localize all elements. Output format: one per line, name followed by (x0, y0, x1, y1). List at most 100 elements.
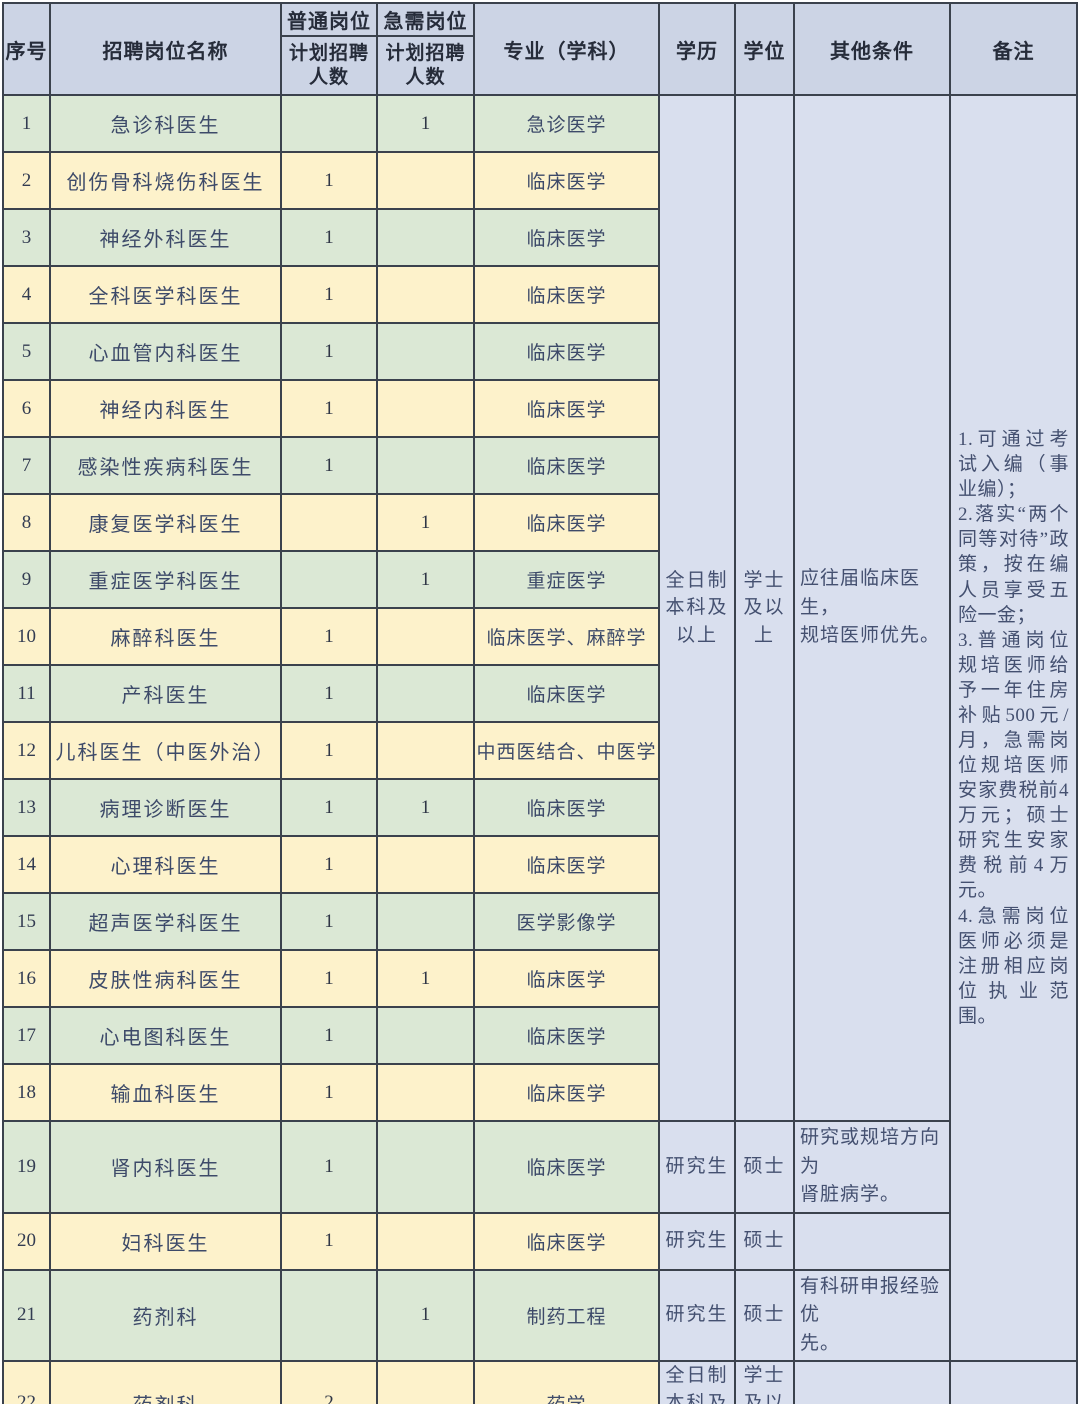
header-regular-group: 普通岗位 (280, 2, 378, 37)
cell-position-name: 神经外科医生 (49, 208, 282, 267)
cell-urgent-count (376, 835, 475, 894)
cell-urgent-count (376, 664, 475, 723)
cell-major: 临床医学 (473, 664, 660, 723)
cell-position-name: 重症医学科医生 (49, 550, 282, 609)
table-header: 序号 招聘岗位名称 普通岗位 急需岗位 专业（学科） 学历 学位 其他条件 备注… (2, 2, 1078, 96)
table-row: 12 儿科医生（中医外治） 1 中西医结合、中医学 (2, 721, 1077, 780)
table-body: 1 急诊科医生 1 急诊医学 全日制 本科及 以上 学士 及以 上应往届临床医生， 规培医… (2, 94, 1078, 1404)
cell-education: 研究生 (658, 1120, 736, 1214)
cell-seq: 3 (2, 208, 51, 267)
table-row: 2 创伤骨科烧伤科医生 1 临床医学 (2, 151, 1077, 210)
header-seq: 序号 (2, 2, 51, 96)
table-row: 14 心理科医生 1 临床医学 (2, 835, 1077, 894)
cell-major: 临床医学、麻醉学 (473, 607, 660, 666)
cell-major: 临床医学 (473, 265, 660, 324)
table-row: 10 麻醉科医生 1 临床医学、麻醉学 (2, 607, 1077, 666)
cell-major: 临床医学 (473, 1063, 660, 1122)
header-education: 学历 (658, 2, 736, 96)
cell-urgent-count (376, 322, 475, 381)
cell-seq: 11 (2, 664, 51, 723)
cell-regular-count: 1 (280, 379, 378, 438)
cell-regular-count: 1 (280, 664, 378, 723)
table-row: 6 神经内科医生 1 临床医学 (2, 379, 1077, 438)
cell-education: 全日制 本科及 以上 (658, 94, 736, 1122)
cell-degree: 硕士 (734, 1211, 795, 1271)
cell-seq: 2 (2, 151, 51, 210)
table-row: 18 输血科医生 1 临床医学 (2, 1063, 1077, 1122)
table-row: 11 产科医生 1 临床医学 (2, 664, 1077, 723)
cell-major: 临床医学 (473, 151, 660, 210)
cell-seq: 19 (2, 1120, 51, 1214)
cell-regular-count: 1 (280, 151, 378, 210)
cell-regular-count: 1 (280, 949, 378, 1008)
cell-seq: 8 (2, 493, 51, 552)
cell-major: 临床医学 (473, 322, 660, 381)
cell-regular-count: 1 (280, 208, 378, 267)
table-row: 21 药剂科 1 制药工程 研究生 硕士 有科研申报经验优 先。 (2, 1268, 1077, 1362)
cell-regular-count (280, 493, 378, 552)
cell-urgent-count: 1 (376, 94, 475, 153)
cell-position-name: 创伤骨科烧伤科医生 (49, 151, 282, 210)
cell-major: 临床医学 (473, 949, 660, 1008)
cell-regular-count: 1 (280, 1063, 378, 1122)
cell-regular-count: 1 (280, 436, 378, 495)
cell-seq: 9 (2, 550, 51, 609)
cell-seq: 6 (2, 379, 51, 438)
cell-position-name: 输血科医生 (49, 1063, 282, 1122)
cell-urgent-count: 1 (376, 949, 475, 1008)
cell-regular-count (280, 94, 378, 153)
cell-urgent-count (376, 436, 475, 495)
cell-urgent-count (376, 1063, 475, 1122)
table-row: 1 急诊科医生 1 急诊医学 全日制 本科及 以上 学士 及以 上应往届临床医生， 规培医… (2, 94, 1078, 1362)
cell-position-name: 麻醉科医生 (49, 607, 282, 666)
cell-other-conditions (793, 1211, 951, 1271)
cell-regular-count: 1 (280, 1120, 378, 1214)
header-remark: 备注 (949, 2, 1078, 96)
cell-seq: 20 (2, 1211, 51, 1271)
cell-urgent-count (376, 892, 475, 951)
header-plan-count-urgent: 计划招聘 人数 (376, 35, 475, 96)
header-plan-count-regular: 计划招聘 人数 (280, 35, 378, 96)
header-other-conditions: 其他条件 (793, 2, 951, 96)
cell-position-name: 康复医学科医生 (49, 493, 282, 552)
cell-degree: 学士 及以 上 (734, 94, 795, 1122)
cell-major: 临床医学 (473, 835, 660, 894)
cell-degree: 硕士 (734, 1268, 795, 1362)
cell-education: 全日制 本科及 以上 (658, 1360, 736, 1404)
cell-regular-count: 1 (280, 778, 378, 837)
table-row: 15 超声医学科医生 1 医学影像学 (2, 892, 1077, 951)
cell-position-name: 药剂科 (49, 1268, 282, 1362)
cell-position-name: 急诊科医生 (49, 94, 282, 153)
cell-regular-count: 1 (280, 721, 378, 780)
cell-seq: 10 (2, 607, 51, 666)
cell-position-name: 超声医学科医生 (49, 892, 282, 951)
table-row: 4 全科医学科医生 1 临床医学 (2, 265, 1077, 324)
table-row: 9 重症医学科医生 1 重症医学 (2, 550, 1077, 609)
cell-seq: 4 (2, 265, 51, 324)
cell-urgent-count (376, 379, 475, 438)
cell-seq: 5 (2, 322, 51, 381)
cell-regular-count: 1 (280, 892, 378, 951)
cell-seq: 22 (2, 1360, 51, 1404)
cell-major: 药学 (473, 1360, 660, 1404)
cell-major: 医学影像学 (473, 892, 660, 951)
cell-seq: 16 (2, 949, 51, 1008)
cell-regular-count: 1 (280, 322, 378, 381)
table-row: 19 肾内科医生 1 临床医学 研究生 硕士 研究或规培方向为 肾脏病学。 (2, 1120, 1077, 1214)
cell-seq: 14 (2, 835, 51, 894)
cell-regular-count: 2 (280, 1360, 378, 1404)
table-row: 5 心血管内科医生 1 临床医学 (2, 322, 1077, 381)
cell-position-name: 感染性疾病科医生 (49, 436, 282, 495)
cell-remark: 1.可通过考试入编（事业编）； 2.落实“两个同等对待”政策，按在编人员享受五险… (949, 94, 1078, 1362)
cell-seq: 18 (2, 1063, 51, 1122)
cell-major: 临床医学 (473, 1120, 660, 1214)
cell-urgent-count (376, 151, 475, 210)
cell-urgent-count (376, 1006, 475, 1065)
cell-urgent-count: 1 (376, 550, 475, 609)
cell-position-name: 妇科医生 (49, 1211, 282, 1271)
cell-major: 临床医学 (473, 778, 660, 837)
cell-regular-count: 1 (280, 265, 378, 324)
cell-other-conditions: 有科研申报经验优 先。 (793, 1268, 951, 1362)
